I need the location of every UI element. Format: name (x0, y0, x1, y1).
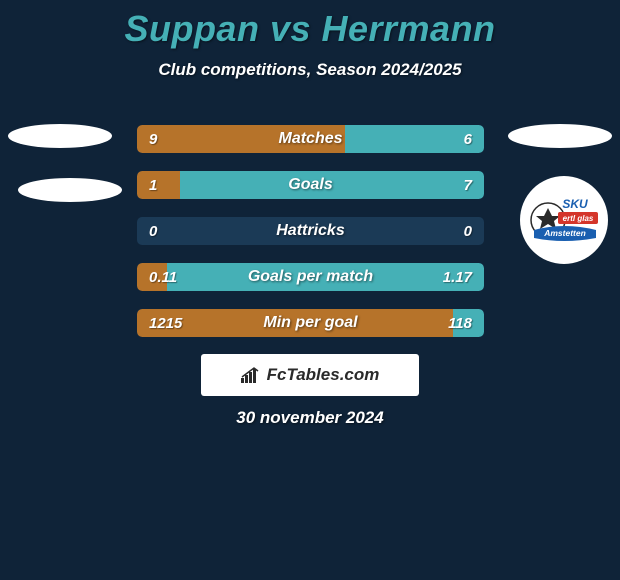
player-left-avatar (8, 124, 112, 148)
bar-row: Goals1 7 (137, 171, 484, 199)
svg-text:ertl glas: ertl glas (563, 214, 594, 223)
player-right-avatar (508, 124, 612, 148)
club-logo-svg: SKU ertl glas Amstetten (528, 184, 600, 256)
bar-value-left: 0.11 (149, 263, 177, 291)
bar-row: Matches9 6 (137, 125, 484, 153)
bar-row: Goals per match0.11 1.17 (137, 263, 484, 291)
bar-value-left: 0 (149, 217, 157, 245)
bar-value-left: 1 (149, 171, 157, 199)
subtitle: Club competitions, Season 2024/2025 (0, 60, 620, 80)
svg-text:Amstetten: Amstetten (543, 228, 586, 238)
bar-row: Min per goal1215 118 (137, 309, 484, 337)
bar-value-right: 7 (464, 171, 472, 199)
bar-value-left: 9 (149, 125, 157, 153)
bar-label: Min per goal (137, 309, 484, 337)
club-right-badge: SKU ertl glas Amstetten (520, 176, 608, 264)
bar-value-right: 6 (464, 125, 472, 153)
comparison-card: Suppan vs Herrmann Club competitions, Se… (0, 0, 620, 580)
comparison-bars: Matches9 6 Goals1 7 Hattricks0 0 Goals per mat… (137, 125, 484, 355)
bar-value-right: 0 (464, 217, 472, 245)
bar-value-right: 1.17 (443, 263, 472, 291)
footer-brand-text: FcTables.com (267, 365, 380, 385)
bar-value-left: 1215 (149, 309, 182, 337)
footer-brand: FcTables.com (201, 354, 419, 396)
bar-label: Goals (137, 171, 484, 199)
bar-label: Matches (137, 125, 484, 153)
bar-label: Hattricks (137, 217, 484, 245)
date-text: 30 november 2024 (0, 408, 620, 428)
chart-icon (241, 367, 261, 383)
bar-row: Hattricks0 0 (137, 217, 484, 245)
club-left-badge (18, 178, 122, 202)
bar-value-right: 118 (448, 309, 472, 337)
svg-text:SKU: SKU (562, 197, 588, 211)
page-title: Suppan vs Herrmann (0, 0, 620, 50)
bar-label: Goals per match (137, 263, 484, 291)
